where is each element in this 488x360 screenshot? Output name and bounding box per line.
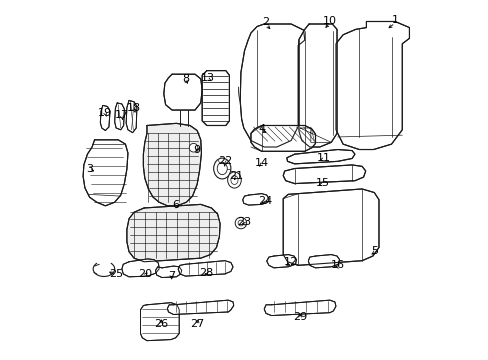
Polygon shape (240, 24, 304, 147)
Polygon shape (126, 100, 137, 133)
Text: 7: 7 (168, 271, 175, 281)
Text: 3: 3 (86, 163, 93, 174)
Polygon shape (143, 123, 201, 206)
Text: 1: 1 (391, 15, 398, 26)
Ellipse shape (227, 172, 241, 188)
Text: 22: 22 (217, 156, 231, 166)
Text: 12: 12 (283, 257, 297, 267)
Text: 19: 19 (98, 108, 112, 118)
Polygon shape (140, 303, 179, 341)
Polygon shape (250, 126, 315, 151)
Text: 18: 18 (127, 103, 141, 113)
Polygon shape (283, 189, 378, 265)
Text: 14: 14 (254, 158, 268, 168)
Polygon shape (167, 300, 233, 315)
Text: 20: 20 (138, 269, 152, 279)
Polygon shape (126, 204, 220, 262)
Text: 28: 28 (198, 267, 212, 278)
Polygon shape (266, 255, 296, 268)
Polygon shape (115, 103, 124, 130)
Ellipse shape (213, 158, 230, 179)
Polygon shape (286, 149, 354, 164)
Polygon shape (83, 140, 128, 206)
Polygon shape (178, 261, 233, 276)
Polygon shape (308, 255, 339, 268)
Text: 17: 17 (115, 110, 129, 120)
Polygon shape (242, 194, 268, 205)
Text: 10: 10 (322, 17, 336, 27)
Polygon shape (298, 24, 336, 147)
Text: 2: 2 (262, 17, 269, 27)
Circle shape (189, 143, 198, 152)
Text: 9: 9 (193, 144, 200, 154)
Polygon shape (335, 22, 408, 149)
Text: 5: 5 (370, 246, 377, 256)
Polygon shape (283, 165, 365, 184)
Polygon shape (264, 300, 335, 316)
Text: 23: 23 (236, 217, 250, 227)
Text: 21: 21 (229, 171, 243, 181)
Polygon shape (163, 74, 202, 110)
Polygon shape (202, 71, 229, 126)
Text: 24: 24 (258, 196, 272, 206)
Text: 26: 26 (154, 319, 168, 329)
Text: 27: 27 (190, 319, 204, 329)
Polygon shape (155, 266, 182, 278)
Polygon shape (122, 259, 159, 277)
Polygon shape (100, 105, 110, 131)
Text: 13: 13 (201, 73, 215, 83)
Text: 6: 6 (172, 200, 179, 210)
Text: 11: 11 (316, 153, 330, 163)
Circle shape (235, 217, 246, 229)
Text: 4: 4 (258, 124, 264, 134)
Text: 15: 15 (315, 178, 329, 188)
Text: 8: 8 (182, 74, 188, 84)
Text: 25: 25 (109, 269, 123, 279)
Text: 16: 16 (330, 260, 344, 270)
Text: 29: 29 (292, 312, 306, 322)
